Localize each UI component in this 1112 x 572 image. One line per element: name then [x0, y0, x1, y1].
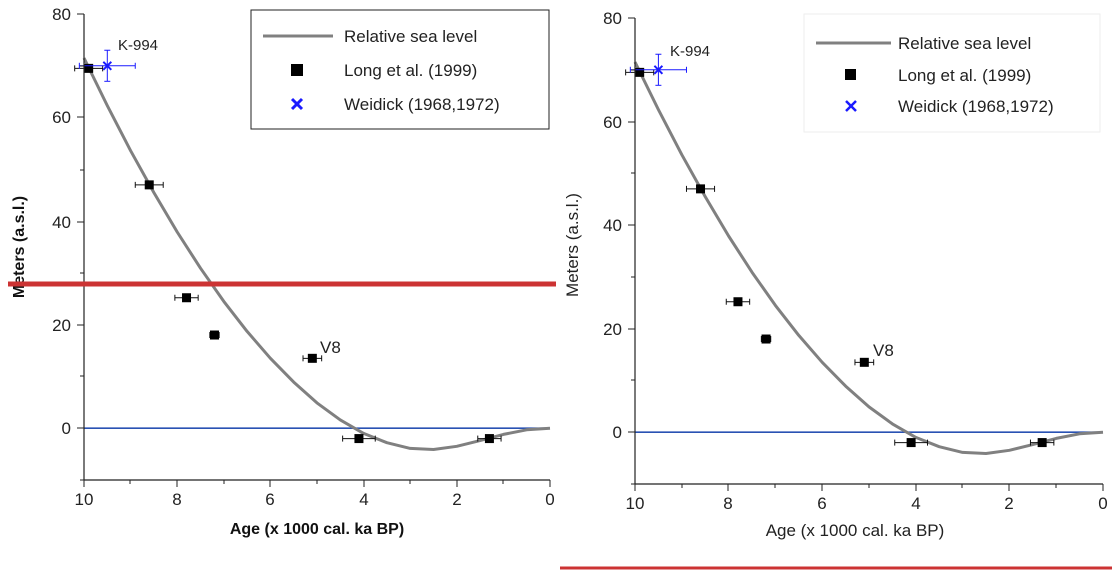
right-x-axis-title: Age (x 1000 cal. ka BP) — [766, 521, 945, 540]
right-x-label-10: 10 — [626, 494, 645, 513]
left-legend-label-weidick: Weidick (1968,1972) — [344, 95, 500, 114]
left-y-label-0: 0 — [62, 419, 71, 438]
left-x-label-8: 8 — [172, 490, 181, 509]
left-long-point-1 — [84, 63, 94, 73]
right-x-label-0: 0 — [1098, 494, 1107, 513]
right-legend: Relative sea level Long et al. (1999) We… — [803, 13, 1101, 133]
right-long-point-2 — [696, 184, 706, 194]
left-x-label-2: 2 — [452, 490, 461, 509]
left-x-ticks — [83, 480, 551, 487]
right-y-label-60: 60 — [603, 113, 622, 132]
left-x-label-4: 4 — [359, 490, 368, 509]
left-legend-x-swatch — [290, 97, 304, 111]
right-legend-label-rsl: Relative sea level — [898, 34, 1031, 53]
left-legend-x-stroke-2 — [290, 97, 304, 111]
right-y-label-80: 80 — [603, 9, 622, 28]
right-x-ticks — [634, 484, 1104, 491]
left-weidick-point-b-1 — [102, 61, 113, 71]
right-y-label-40: 40 — [603, 216, 622, 235]
right-rsl-curve — [633, 61, 1104, 455]
left-long-point-3 — [182, 293, 192, 303]
left-legend-label-rsl: Relative sea level — [344, 27, 477, 46]
right-long-point-5 — [859, 357, 869, 367]
left-x-axis-title: Age (x 1000 cal. ka BP) — [230, 521, 404, 538]
left-long-point-6 — [354, 434, 364, 444]
left-long-point-4 — [209, 330, 219, 340]
left-legend-square-swatch — [291, 64, 303, 76]
left-y-label-80: 80 — [52, 5, 71, 24]
right-plot-marks — [625, 53, 1104, 455]
left-annotation-v8: V8 — [320, 338, 341, 357]
left-long-point-7 — [484, 434, 494, 444]
left-rsl-curve — [82, 57, 551, 451]
right-legend-label-long: Long et al. (1999) — [898, 66, 1031, 85]
right-long-point-1 — [635, 67, 645, 77]
right-annotation-k994: K-994 — [670, 43, 710, 60]
right-y-label-0: 0 — [613, 423, 622, 442]
right-y-axis-title: Meters (a.s.l.) — [563, 193, 582, 297]
right-legend-square-swatch — [845, 69, 856, 80]
right-y-ticks — [628, 17, 635, 485]
right-x-label-8: 8 — [723, 494, 732, 513]
left-y-ticks — [77, 13, 84, 481]
right-long-point-7 — [1037, 438, 1047, 448]
right-x-label-6: 6 — [817, 494, 826, 513]
right-long-point-6 — [906, 438, 916, 448]
right-x-label-2: 2 — [1004, 494, 1013, 513]
left-y-label-40: 40 — [52, 213, 71, 232]
left-legend-label-long: Long et al. (1999) — [344, 61, 477, 80]
right-annotation-v8: V8 — [873, 341, 894, 360]
right-long-point-4 — [761, 334, 771, 344]
right-legend-x-swatch — [845, 100, 857, 112]
left-plot-marks — [74, 49, 551, 451]
left-x-label-6: 6 — [265, 490, 274, 509]
right-y-label-20: 20 — [603, 320, 622, 339]
right-long-point-3 — [733, 297, 743, 307]
left-x-label-0: 0 — [545, 490, 554, 509]
right-legend-x-stroke-2 — [845, 100, 857, 112]
left-x-label-10: 10 — [75, 490, 94, 509]
left-long-point-5 — [307, 353, 317, 363]
left-y-label-20: 20 — [52, 316, 71, 335]
left-long-point-2 — [144, 180, 154, 190]
left-y-label-60: 60 — [52, 108, 71, 127]
left-annotation-k994: K-994 — [118, 37, 158, 54]
chart-left: 80 60 40 20 0 10 8 6 4 2 0 Age (x 1000 c… — [11, 5, 555, 538]
right-x-label-4: 4 — [911, 494, 920, 513]
left-y-axis-title: Meters (a.s.l.) — [11, 196, 28, 298]
chart-right: 80 60 40 20 0 10 8 6 4 2 0 Age (x 1000 c… — [563, 9, 1108, 540]
right-legend-label-weidick: Weidick (1968,1972) — [898, 97, 1054, 116]
right-weidick-point-b-1 — [653, 65, 664, 75]
left-legend: Relative sea level Long et al. (1999) We… — [250, 9, 550, 130]
